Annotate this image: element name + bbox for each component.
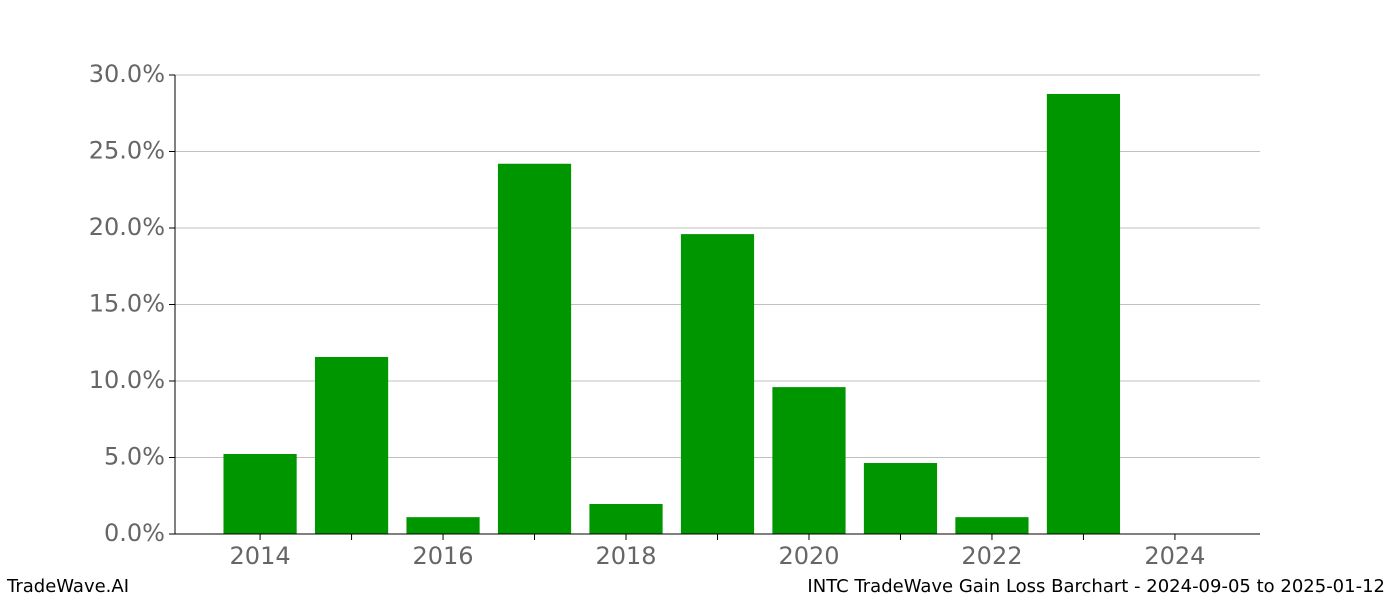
bar <box>863 463 938 534</box>
y-tick-label: 20.0% <box>89 213 165 241</box>
bar <box>772 387 846 534</box>
bar <box>406 517 480 534</box>
bar <box>1046 93 1121 535</box>
y-tick-label: 0.0% <box>104 519 165 547</box>
x-tick-label: 2014 <box>230 542 291 570</box>
y-tick-label: 25.0% <box>89 137 165 165</box>
chart-title: INTC TradeWave Gain Loss Barchart - 2024… <box>807 576 1385 597</box>
y-tick-label: 30.0% <box>89 60 165 88</box>
bar <box>955 517 1029 534</box>
bar <box>497 163 572 535</box>
bar <box>589 504 663 534</box>
bar <box>223 453 297 534</box>
watermark: TradeWave.AI <box>6 576 129 597</box>
bar <box>680 234 755 534</box>
x-tick-label: 2020 <box>778 542 839 570</box>
bar <box>314 356 389 534</box>
x-tick-label: 2016 <box>413 542 474 570</box>
y-tick-label: 5.0% <box>104 443 165 471</box>
x-tick-label: 2024 <box>1144 542 1205 570</box>
x-tick-label: 2022 <box>961 542 1022 570</box>
y-tick-label: 10.0% <box>89 366 165 394</box>
x-tick-label: 2018 <box>595 542 656 570</box>
y-tick-label: 15.0% <box>89 290 165 318</box>
